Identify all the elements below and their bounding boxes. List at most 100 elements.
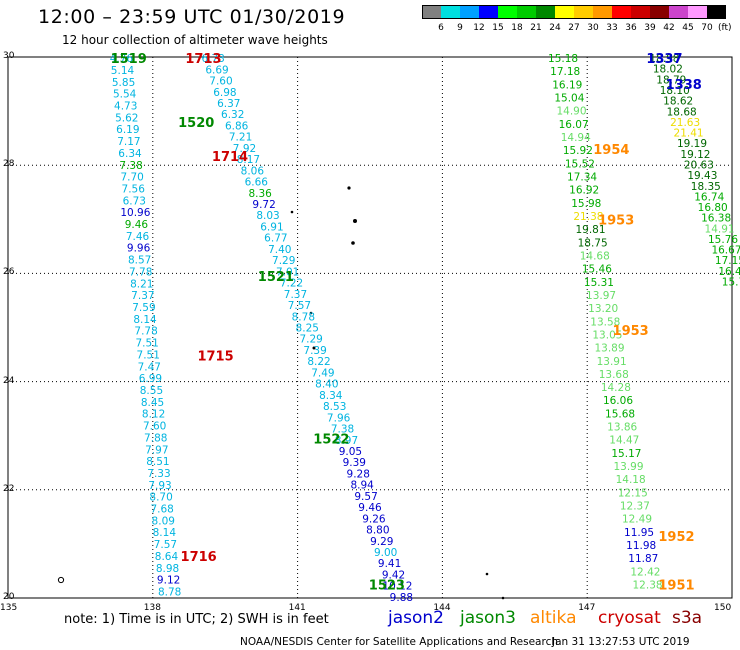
wave-height-value: 8.57 [128, 255, 151, 267]
wave-height-value: 18.02 [653, 64, 683, 76]
scale-swatch [593, 5, 612, 19]
wave-height-value: 16.06 [603, 395, 633, 407]
wave-height-value: 14.18 [616, 474, 646, 486]
wave-height-value: 7.78 [129, 266, 152, 278]
wave-height-value: 8.14 [133, 314, 157, 326]
wave-height-value: 8.80 [366, 525, 389, 537]
wave-height-value: 7.29 [272, 255, 295, 267]
wave-height-value: 15.04 [554, 93, 584, 105]
wave-height-value: 7.39 [303, 345, 326, 357]
island-mark [501, 596, 505, 600]
wave-height-value: 7.38 [331, 424, 354, 436]
wave-height-value: 9.39 [343, 457, 366, 469]
wave-height-value: 15.18 [548, 53, 578, 65]
wave-height-value: 7.96 [327, 412, 351, 424]
scale-swatch [574, 5, 593, 19]
footer-note: note: 1) Time is in UTC; 2) SWH is in fe… [64, 612, 329, 627]
wave-height-value: 6.37 [217, 98, 240, 110]
wave-height-value: 11.87 [628, 553, 658, 565]
wave-height-value: 6.32 [221, 109, 244, 121]
scale-label: 12 [473, 23, 485, 33]
wave-height-value: 21.63 [670, 117, 700, 129]
wave-height-value: 7.37 [284, 289, 307, 301]
scale-label: 9 [457, 23, 463, 33]
longitude-tick-label: 144 [433, 603, 451, 613]
wave-height-value: 7.70 [120, 172, 143, 184]
scale-swatch [460, 5, 479, 19]
wave-height-value: 7.22 [280, 278, 303, 290]
wave-height-value: 8.03 [256, 210, 279, 222]
wave-height-value: 5.14 [111, 65, 135, 77]
wave-height-value: 15.17 [611, 448, 641, 460]
footer-credit: NOAA/NESDIS Center for Satellite Applica… [240, 636, 558, 648]
wave-height-value: 7.37 [131, 290, 154, 302]
wave-height-value: 9.96 [127, 243, 151, 255]
scale-label: 36 [625, 23, 637, 33]
scale-label: 45 [682, 23, 694, 33]
wave-height-value: 18.62 [663, 96, 693, 108]
wave-height-value: 18.98 [649, 53, 679, 65]
pass-time-label: 1338 [666, 78, 702, 93]
wave-height-value: 7.51 [135, 338, 158, 350]
wave-height-value: 8.51 [146, 456, 169, 468]
pass-time-label: 1521 [258, 270, 294, 285]
footer-timestamp: Jan 31 13:27:53 UTC 2019 [552, 636, 690, 648]
pass-time-label: 1952 [658, 530, 694, 545]
wave-height-value: 13.91 [597, 356, 627, 368]
scale-frame [422, 5, 726, 19]
wave-height-value: 8.78 [292, 311, 315, 323]
wave-height-value: 8.22 [307, 356, 330, 368]
wave-height-value: 8.14 [153, 527, 177, 539]
scale-unit: (ft) [718, 23, 732, 33]
latitude-tick-label: 22 [3, 483, 15, 494]
scale-label: 24 [549, 23, 561, 33]
wave-height-value: 9.72 [252, 199, 275, 211]
wave-height-value: 8.40 [315, 379, 338, 391]
wave-height-value: 7.49 [311, 367, 334, 379]
wave-height-value: 5.62 [115, 112, 138, 124]
latitude-tick-label: 24 [3, 375, 15, 386]
scale-label: 6 [438, 23, 444, 33]
pass-time-label: 1953 [598, 213, 634, 228]
wave-height-value: 13.86 [607, 422, 637, 434]
wave-height-value: 13.58 [590, 316, 620, 328]
satellite-legend-label: cryosat [598, 608, 661, 628]
wave-height-value: 15.98 [571, 198, 601, 210]
wave-height-value: 16.38 [701, 213, 731, 225]
wave-height-value: 7.92 [233, 143, 256, 155]
wave-height-value: 14.90 [556, 106, 586, 118]
wave-height-value: 7.33 [147, 468, 170, 480]
wave-height-value: 7.51 [137, 349, 160, 361]
map-frame [7, 56, 733, 599]
scale-swatch [612, 5, 631, 19]
wave-height-value: 6.91 [260, 221, 283, 233]
wave-height-value: 19.12 [680, 149, 710, 161]
wave-height-value: 18.68 [667, 106, 697, 118]
wave-height-value: 13.89 [594, 343, 624, 355]
wave-height-value: 11.95 [624, 527, 654, 539]
wave-height-value: 6.69 [205, 64, 228, 76]
wave-height-value: 9.42 [382, 569, 405, 581]
wave-height-value: 6.34 [118, 148, 142, 160]
wave-height-value: 5.85 [112, 77, 135, 89]
wave-height-value: 18.35 [691, 181, 721, 193]
wave-height-value: 16.67 [711, 245, 740, 257]
scale-swatch [650, 5, 669, 19]
pass-time-label: 1520 [178, 116, 214, 131]
wave-height-value: 8.12 [142, 409, 165, 421]
wave-height-value: 13.20 [588, 303, 618, 315]
wave-height-value: 17.18 [550, 66, 580, 78]
wave-height-value: 8.17 [237, 154, 260, 166]
wave-height-value: 7.29 [299, 334, 322, 346]
wave-height-value: 12.37 [620, 501, 650, 513]
scale-swatch [555, 5, 574, 19]
wave-height-value: 8.70 [149, 492, 172, 504]
wave-height-value: 8.53 [323, 401, 346, 413]
pass-time-label: 1519 [111, 52, 147, 67]
wave-height-value: 9.26 [362, 513, 386, 525]
wave-height-value: 4.76 [110, 53, 134, 65]
scale-swatch [631, 5, 650, 19]
island-mark [353, 219, 357, 223]
wave-height-value: 7.56 [122, 183, 146, 195]
